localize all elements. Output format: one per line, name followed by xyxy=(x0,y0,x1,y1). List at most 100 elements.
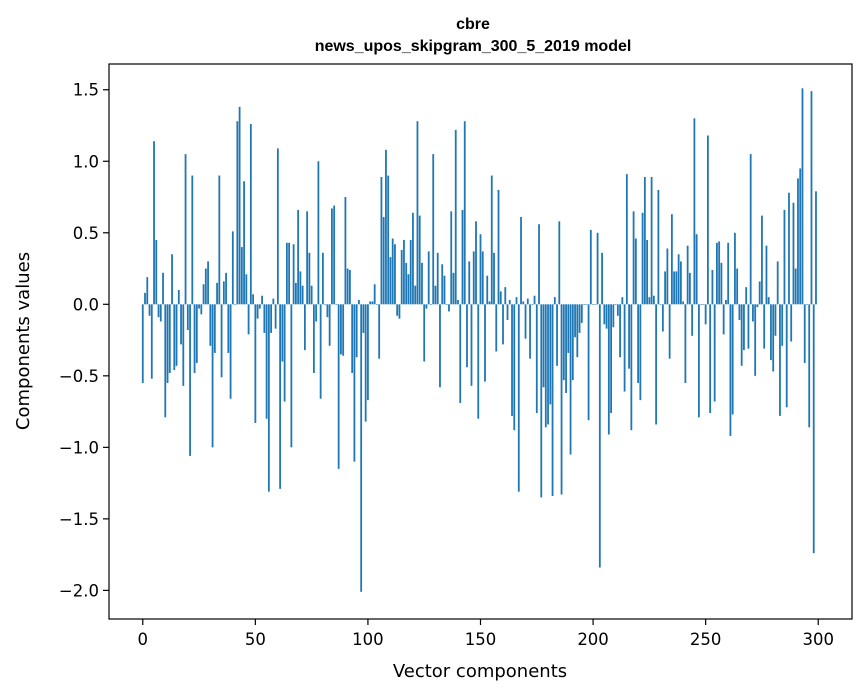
bar xyxy=(191,175,194,305)
bar xyxy=(281,304,284,362)
bar xyxy=(416,121,419,305)
bar xyxy=(351,304,354,373)
bar xyxy=(423,304,426,362)
bar xyxy=(684,304,687,383)
bar xyxy=(792,202,795,305)
bar xyxy=(342,304,345,356)
bar xyxy=(227,304,230,353)
bar xyxy=(576,304,579,358)
bar xyxy=(195,304,198,363)
bar xyxy=(486,275,489,305)
bar xyxy=(141,304,144,383)
bar xyxy=(508,300,511,305)
bar xyxy=(670,214,673,305)
bar xyxy=(688,272,691,305)
bar xyxy=(405,262,408,305)
bar xyxy=(200,304,203,315)
bar xyxy=(454,129,457,305)
bar xyxy=(319,304,322,399)
bar xyxy=(761,215,763,305)
bar xyxy=(344,197,347,305)
bar xyxy=(720,262,723,305)
bar xyxy=(391,238,394,305)
bar xyxy=(524,304,527,339)
bar xyxy=(806,304,808,305)
bar xyxy=(666,248,669,305)
bar xyxy=(763,304,766,349)
bar xyxy=(612,304,615,328)
bar xyxy=(450,211,453,305)
bar xyxy=(700,304,703,305)
bar xyxy=(556,304,558,366)
bar xyxy=(484,304,486,382)
bar xyxy=(754,304,757,376)
bar xyxy=(515,297,518,305)
bar xyxy=(664,271,667,305)
bar xyxy=(488,301,491,305)
bar xyxy=(252,294,254,305)
bar xyxy=(335,304,338,305)
bar xyxy=(652,295,655,305)
bar xyxy=(815,191,817,305)
bar xyxy=(468,261,471,305)
bar xyxy=(693,118,696,305)
bar xyxy=(378,304,381,359)
bar xyxy=(641,212,644,305)
bar xyxy=(580,304,583,323)
bar xyxy=(679,261,682,305)
bar xyxy=(725,300,727,305)
bar xyxy=(256,304,259,319)
bar xyxy=(403,239,405,305)
bar xyxy=(317,161,320,305)
bar xyxy=(655,304,658,425)
bar xyxy=(389,257,392,305)
x-tick-label: 0 xyxy=(138,630,149,649)
bar xyxy=(376,304,378,305)
bar xyxy=(477,304,480,419)
bar xyxy=(202,284,205,305)
bar xyxy=(774,304,777,336)
bar xyxy=(418,215,421,305)
bar xyxy=(628,304,630,369)
bar xyxy=(571,304,574,381)
bar xyxy=(709,304,712,414)
bar xyxy=(441,264,444,305)
bar xyxy=(616,304,619,316)
bar xyxy=(677,254,680,305)
bar xyxy=(538,224,540,305)
bar xyxy=(569,304,572,455)
bar xyxy=(504,287,507,305)
bar xyxy=(346,268,349,305)
bar xyxy=(470,304,473,386)
bar xyxy=(358,300,360,305)
y-tick-label: −1.0 xyxy=(59,438,99,457)
bar xyxy=(707,135,709,305)
bar xyxy=(506,304,509,321)
bar xyxy=(810,91,813,305)
bar xyxy=(412,212,414,305)
bar xyxy=(340,304,342,355)
bar xyxy=(531,304,534,305)
bar xyxy=(310,285,313,305)
bar xyxy=(558,221,561,305)
bar xyxy=(499,291,502,305)
bar xyxy=(331,208,333,305)
bar xyxy=(520,217,522,305)
bar xyxy=(279,304,282,489)
x-tick-label: 100 xyxy=(352,630,384,649)
bar xyxy=(220,304,223,378)
bar xyxy=(756,304,759,308)
bar xyxy=(790,304,793,342)
plot-frame xyxy=(108,63,853,620)
bar xyxy=(175,304,178,366)
x-tick-label: 300 xyxy=(802,630,834,649)
bar xyxy=(639,304,642,401)
bar xyxy=(213,304,216,353)
bar xyxy=(544,304,547,428)
bar xyxy=(292,244,295,305)
bar xyxy=(702,304,705,305)
bar xyxy=(767,297,770,305)
bar xyxy=(425,304,428,309)
y-axis-label: Components values xyxy=(13,252,34,430)
